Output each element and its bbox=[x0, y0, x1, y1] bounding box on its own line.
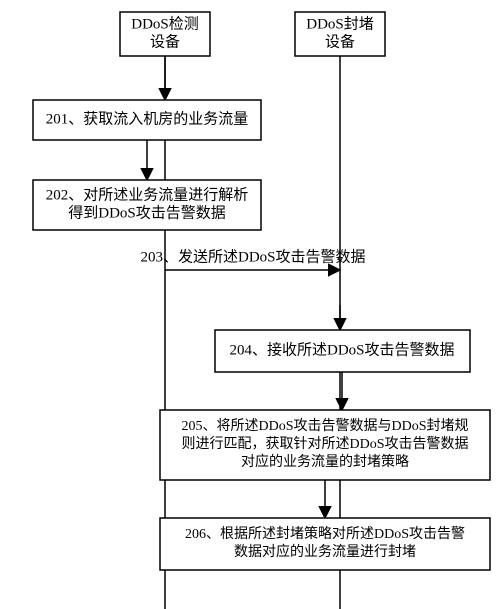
node-206-text1: 206、根据所述封堵策略对所述DDoS攻击告警 bbox=[185, 525, 465, 542]
node-201-text: 201、获取流入机房的业务流量 bbox=[46, 110, 249, 127]
node-204-text: 204、接收所述DDoS攻击告警数据 bbox=[229, 341, 454, 358]
actor-block-label2: 设备 bbox=[325, 33, 355, 50]
actor-detect-label1: DDoS检测 bbox=[131, 15, 199, 32]
actor-detect-label2: 设备 bbox=[150, 33, 180, 50]
node-205-text2: 则进行匹配，获取针对所述DDoS攻击告警数据 bbox=[181, 436, 468, 452]
node-202-text2: 得到DDoS攻击告警数据 bbox=[68, 204, 226, 221]
node-202-text1: 202、对所述业务流量进行解析 bbox=[46, 186, 249, 203]
node-205-text3: 对应的业务流量的封堵策略 bbox=[241, 453, 409, 470]
node-206 bbox=[160, 518, 490, 570]
message-203-label: 203、发送所述DDoS攻击告警数据 bbox=[140, 248, 365, 265]
node-205-text1: 205、将所述DDoS攻击告警数据与DDoS封堵规 bbox=[181, 418, 468, 434]
actor-block-label1: DDoS封堵 bbox=[306, 15, 374, 32]
node-206-text2: 数据对应的业务流量进行封堵 bbox=[234, 543, 416, 560]
